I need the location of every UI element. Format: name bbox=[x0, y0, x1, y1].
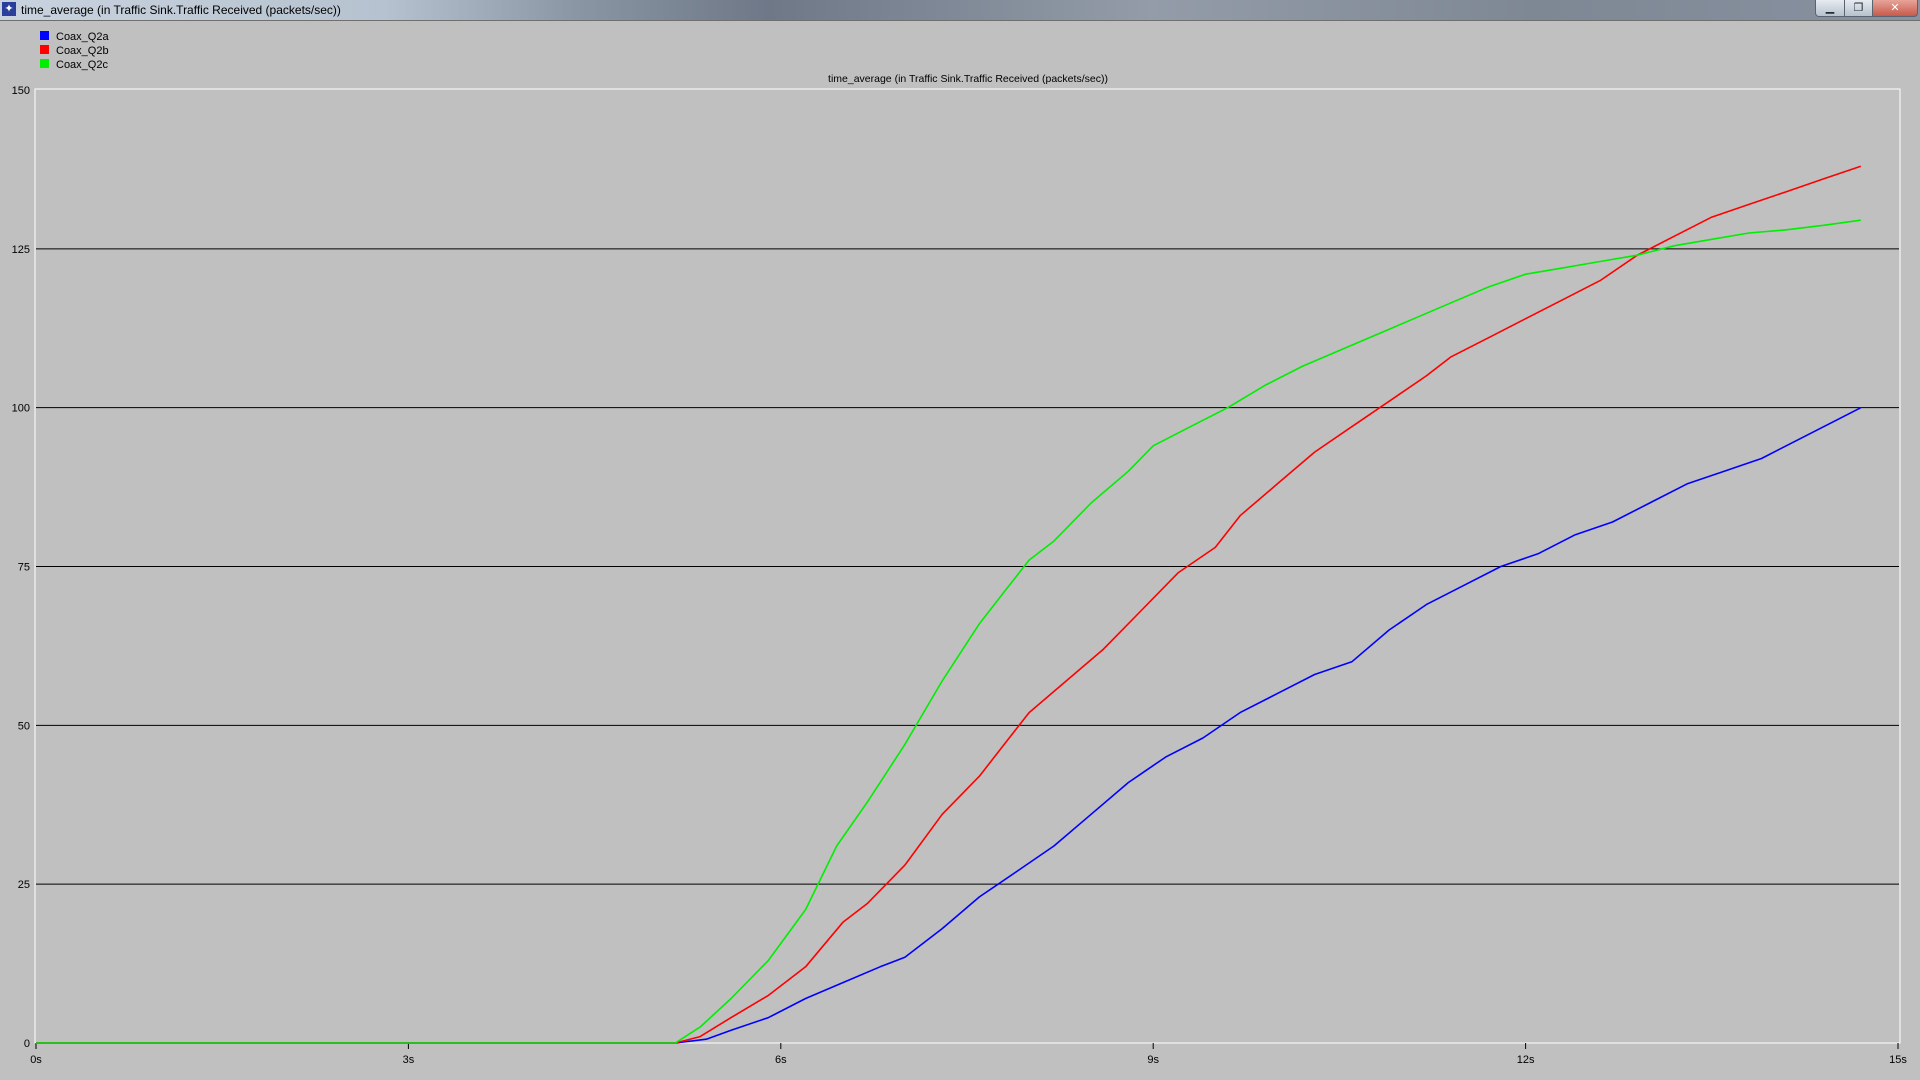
app-icon[interactable]: ✦ bbox=[2, 2, 16, 16]
chart-title: time_average (in Traffic Sink.Traffic Re… bbox=[828, 73, 1108, 85]
x-tick-label: 12s bbox=[1517, 1054, 1535, 1066]
minimize-icon: ▁ bbox=[1825, 2, 1835, 14]
x-tick-label: 0s bbox=[30, 1054, 42, 1066]
close-icon: ✕ bbox=[1890, 2, 1900, 14]
series-line bbox=[36, 219, 1861, 1044]
y-tick-label: 25 bbox=[18, 879, 30, 891]
maximize-icon: ❐ bbox=[1853, 2, 1864, 14]
legend-swatch bbox=[40, 59, 49, 68]
y-tick-label: 50 bbox=[18, 720, 30, 732]
y-tick-label: 0 bbox=[24, 1038, 30, 1050]
legend-label: Coax_Q2b bbox=[56, 45, 109, 57]
close-button[interactable]: ✕ bbox=[1872, 0, 1918, 17]
gridlines bbox=[36, 248, 1899, 885]
y-tick-label: 150 bbox=[12, 85, 30, 97]
x-tick-label: 15s bbox=[1889, 1054, 1907, 1066]
window-titlebar[interactable]: ✦ time_average (in Traffic Sink.Traffic … bbox=[0, 0, 1920, 21]
y-tick-label: 75 bbox=[18, 562, 30, 574]
legend-swatch bbox=[40, 45, 49, 54]
x-tick-label: 6s bbox=[775, 1054, 787, 1066]
legend-label: Coax_Q2a bbox=[56, 31, 109, 43]
x-axis: 0s 3s 6s 9s 12s 15s bbox=[30, 1043, 1907, 1066]
legend: Coax_Q2a Coax_Q2b Coax_Q2c bbox=[40, 31, 109, 71]
y-tick-label: 100 bbox=[12, 403, 30, 415]
window-title: time_average (in Traffic Sink.Traffic Re… bbox=[21, 3, 341, 17]
plot-area bbox=[34, 88, 1901, 1044]
x-tick-label: 3s bbox=[403, 1054, 415, 1066]
series-line bbox=[36, 165, 1862, 1044]
x-tick-label: 9s bbox=[1147, 1054, 1159, 1066]
legend-label: Coax_Q2c bbox=[56, 59, 108, 71]
legend-swatch bbox=[40, 31, 49, 40]
series-layer bbox=[36, 165, 1862, 1044]
y-tick-label: 125 bbox=[12, 244, 30, 256]
series-line bbox=[36, 406, 1862, 1044]
y-axis: 0 25 50 75 100 125 150 bbox=[12, 85, 30, 1050]
